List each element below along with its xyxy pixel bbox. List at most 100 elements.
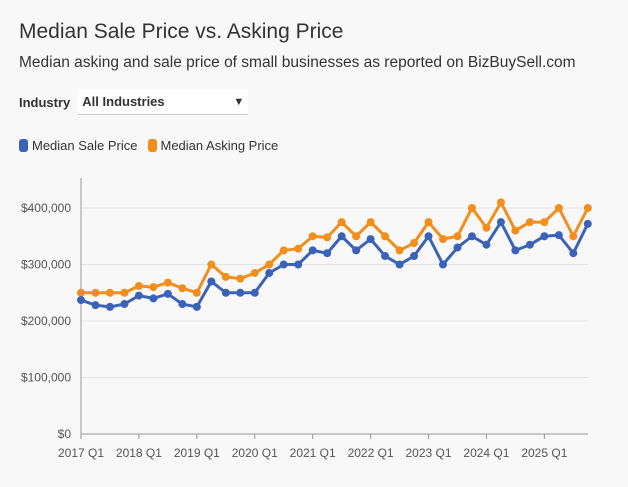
data-point — [265, 260, 274, 269]
data-point — [439, 260, 447, 269]
x-tick-label: 2022 Q1 — [348, 446, 394, 460]
data-point — [236, 288, 245, 297]
legend-item-asking[interactable]: Median Asking Price — [147, 138, 278, 153]
data-point — [265, 268, 274, 277]
data-point — [453, 243, 462, 252]
data-point — [279, 260, 288, 269]
data-point — [366, 218, 375, 227]
data-point — [323, 233, 332, 242]
x-tick-label: 2020 Q1 — [232, 446, 278, 460]
data-point — [120, 288, 129, 297]
data-point — [236, 274, 245, 283]
y-tick-label: $400,000 — [21, 201, 71, 215]
data-point — [163, 278, 172, 287]
data-point — [221, 288, 230, 297]
data-point — [77, 288, 85, 297]
data-point — [381, 232, 390, 241]
data-point — [294, 260, 303, 269]
data-point — [511, 246, 520, 255]
data-point — [250, 288, 259, 297]
data-point — [337, 232, 346, 241]
industry-label: Industry — [19, 94, 71, 110]
data-point — [410, 239, 419, 248]
data-point — [192, 288, 201, 297]
x-tick-label: 2021 Q1 — [290, 446, 336, 460]
data-point — [221, 272, 230, 281]
x-tick-label: 2017 Q1 — [58, 446, 104, 460]
y-tick-label: $0 — [58, 427, 72, 441]
data-point — [134, 291, 143, 300]
data-point — [453, 232, 462, 241]
data-point — [583, 219, 592, 228]
y-tick-label: $100,000 — [21, 371, 71, 385]
chart-title: Median Sale Price vs. Asking Price — [19, 20, 344, 43]
data-point — [482, 223, 491, 232]
data-point — [337, 218, 346, 227]
data-point — [395, 260, 404, 269]
data-point — [540, 218, 549, 227]
data-point — [178, 300, 187, 309]
x-tick-label: 2023 Q1 — [405, 446, 451, 460]
legend-swatch — [147, 139, 157, 152]
data-point — [410, 252, 419, 261]
data-point — [554, 204, 563, 212]
data-point — [323, 249, 332, 258]
data-point — [381, 252, 390, 261]
data-point — [569, 249, 578, 258]
data-point — [554, 231, 563, 240]
data-point — [120, 300, 129, 309]
data-point — [366, 235, 375, 244]
data-point — [308, 246, 317, 255]
data-point — [467, 204, 476, 212]
legend-label: Median Sale Price — [32, 138, 138, 153]
industry-select[interactable]: All Industries ▼ — [78, 89, 249, 115]
legend-swatch — [19, 139, 28, 152]
y-tick-label: $300,000 — [21, 258, 71, 272]
data-point — [134, 281, 143, 290]
data-point — [308, 232, 317, 241]
data-point — [352, 232, 361, 241]
data-point — [250, 268, 259, 277]
data-point — [424, 232, 433, 241]
legend-item-sale[interactable]: Median Sale Price — [19, 138, 138, 153]
data-point — [352, 246, 361, 255]
data-point — [496, 218, 505, 227]
series-line — [81, 199, 590, 295]
data-point — [91, 288, 100, 297]
data-point — [569, 232, 578, 241]
data-point — [77, 296, 85, 305]
data-point — [207, 277, 216, 286]
data-point — [294, 244, 303, 253]
data-point — [540, 232, 549, 241]
data-point — [511, 226, 520, 235]
data-point — [525, 240, 534, 249]
industry-value: All Industries — [82, 94, 165, 109]
chart-subtitle: Median asking and sale price of small bu… — [19, 54, 576, 71]
data-point — [424, 218, 433, 227]
data-point — [525, 218, 534, 227]
data-point — [467, 232, 476, 241]
legend: Median Sale Price Median Asking Price — [19, 138, 278, 153]
data-point — [105, 302, 114, 311]
data-point — [279, 246, 288, 255]
industry-filter: Industry All Industries ▼ — [19, 89, 249, 115]
x-tick-label: 2018 Q1 — [116, 446, 162, 460]
data-point — [149, 294, 158, 303]
data-point — [192, 302, 201, 311]
data-point — [583, 204, 592, 212]
x-tick-label: 2025 Q1 — [521, 446, 567, 460]
x-tick-label: 2024 Q1 — [463, 446, 509, 460]
data-point — [496, 198, 505, 207]
data-point — [178, 284, 187, 293]
data-point — [439, 235, 447, 244]
data-point — [395, 246, 404, 255]
caret-down-icon: ▼ — [233, 95, 245, 108]
data-point — [105, 288, 114, 297]
data-point — [163, 289, 172, 298]
data-point — [91, 301, 100, 310]
x-tick-label: 2019 Q1 — [174, 446, 220, 460]
data-point — [482, 240, 491, 249]
y-tick-label: $200,000 — [21, 314, 71, 328]
data-point — [207, 260, 216, 269]
